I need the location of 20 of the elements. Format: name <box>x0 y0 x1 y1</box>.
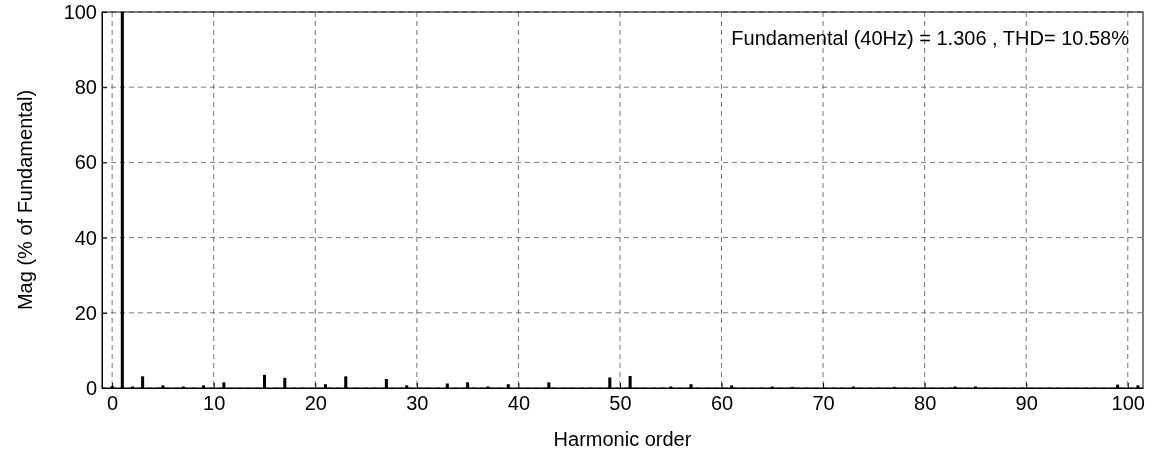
y-tick-label: 100 <box>63 0 97 23</box>
annotation: Fundamental (40Hz) = 1.306 , THD= 10.58% <box>731 27 1130 49</box>
y-tick-label: 20 <box>74 301 97 324</box>
x-tick-label: 30 <box>406 392 429 414</box>
x-tick-label: 20 <box>304 392 327 414</box>
y-tick-label: 60 <box>74 151 97 174</box>
x-tick-label: 80 <box>914 392 937 414</box>
x-tick-label: 90 <box>1015 392 1038 414</box>
x-tick-label: 50 <box>609 392 632 414</box>
y-tick-label: 80 <box>74 76 97 99</box>
x-axis-title: Harmonic order <box>553 428 692 450</box>
y-tick-label: 0 <box>85 376 97 399</box>
x-tick-label: 0 <box>107 392 119 414</box>
y-axis-title: Mag (% of Fundamental) <box>14 89 36 311</box>
x-tick-label: 40 <box>507 392 531 414</box>
x-tick-label: 10 <box>203 392 226 414</box>
x-tick-label: 70 <box>812 392 835 414</box>
x-tick-label: 60 <box>710 392 734 414</box>
x-tick-label: 100 <box>1111 392 1145 414</box>
y-tick-label: 40 <box>74 226 97 249</box>
